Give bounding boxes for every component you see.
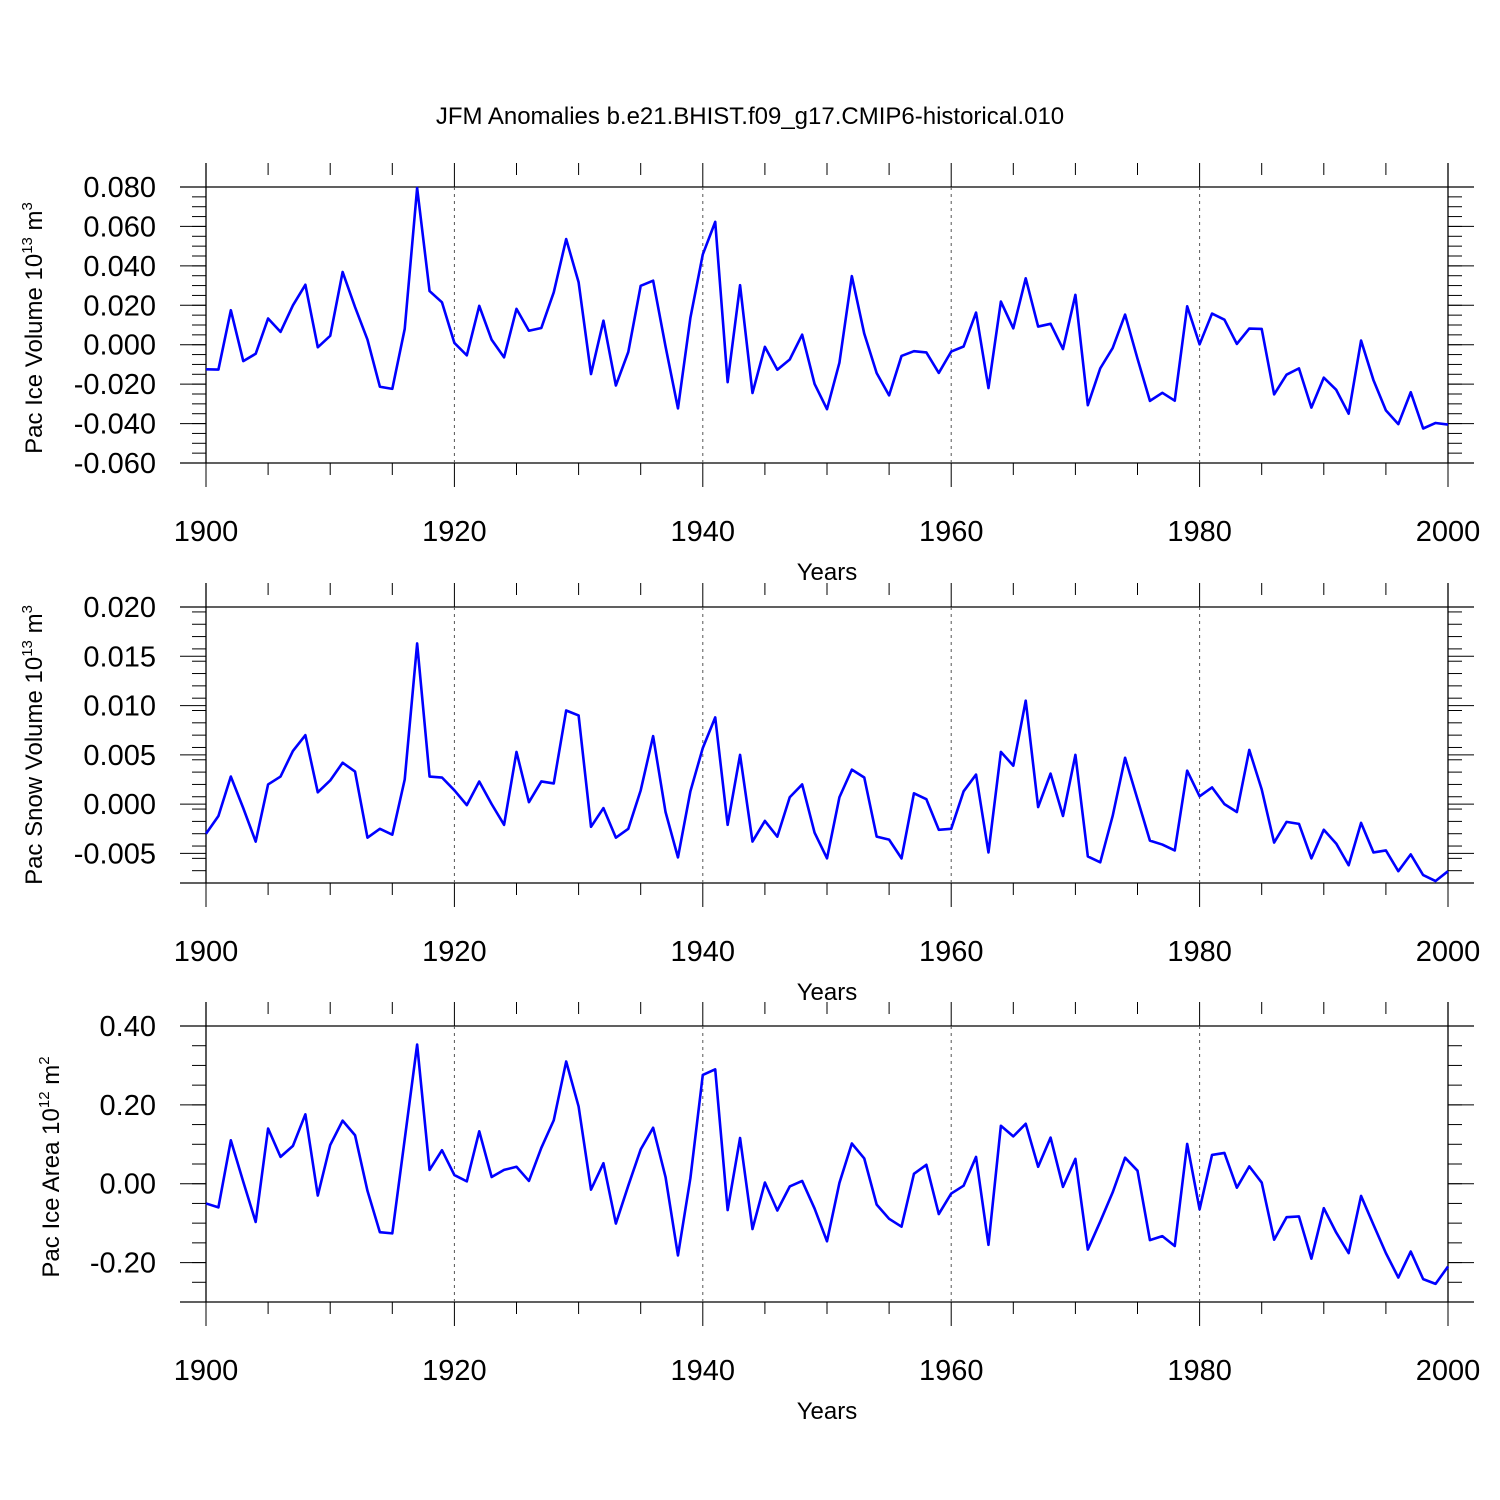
y-axis-title-part: m (21, 613, 48, 640)
y-axis-title-superscript: 13 (19, 640, 36, 657)
y-axis-title: Pac Ice Volume 1013 m3 (19, 202, 48, 454)
y-tick-label: 0.080 (83, 172, 156, 204)
y-tick-label: -0.060 (74, 448, 156, 480)
x-tick-label: 1900 (174, 1355, 239, 1387)
y-tick-label: -0.20 (90, 1248, 156, 1280)
y-axis-title-superscript: 12 (36, 1091, 53, 1108)
y-axis-title-superscript: 2 (36, 1056, 53, 1064)
y-tick-label: -0.020 (74, 369, 156, 401)
y-axis-title-superscript: 3 (19, 202, 36, 210)
y-tick-label: 0.00 (100, 1169, 156, 1201)
x-tick-label: 1920 (422, 936, 487, 968)
y-axis-title-part: Pac Snow Volume 10 (21, 657, 48, 885)
y-tick-label: -0.005 (74, 838, 156, 870)
y-tick-label: 0.060 (83, 211, 156, 243)
y-tick-label: -0.040 (74, 409, 156, 441)
y-tick-label: 0.015 (83, 641, 156, 673)
y-tick-label: 0.20 (100, 1090, 156, 1122)
x-tick-label: 1920 (422, 1355, 487, 1387)
x-tick-label: 1980 (1167, 1355, 1232, 1387)
series-line (204, 642, 1449, 883)
y-tick-label: 0.40 (100, 1011, 156, 1043)
figure-title: JFM Anomalies b.e21.BHIST.f09_g17.CMIP6-… (436, 103, 1064, 130)
x-tick-label: 1900 (174, 516, 239, 548)
chart-panel-1: 0.080 0.060 0.040 0.020 0.000 -0.020 -0.040 -0.… (19, 163, 1480, 586)
y-axis-title-part: Pac Ice Volume 10 (21, 254, 48, 454)
x-tick-label: 2000 (1416, 516, 1481, 548)
x-tick-label: 1980 (1167, 516, 1232, 548)
y-axis-title: Pac Snow Volume 1013 m3 (19, 605, 48, 885)
y-tick-label: 0.040 (83, 251, 156, 283)
x-tick-label: 2000 (1416, 1355, 1481, 1387)
series-line (205, 186, 1449, 430)
y-tick-label: 0.020 (83, 290, 156, 322)
x-tick-label: 1960 (919, 936, 984, 968)
x-axis-title: Years (797, 979, 858, 1006)
x-axis-title: Years (797, 1398, 858, 1425)
y-axis-title-part: m (38, 1065, 65, 1092)
y-tick-label: 0.000 (83, 330, 156, 362)
y-axis-title-part: Pac Ice Area 10 (38, 1108, 65, 1277)
x-tick-label: 1940 (671, 1355, 736, 1387)
chart-panel-2: 0.020 0.015 0.010 0.005 0.000 -0.005 1900 1920 1… (19, 583, 1480, 1006)
y-tick-label: 0.010 (83, 691, 156, 723)
series-line (205, 1043, 1450, 1286)
x-tick-label: 1980 (1167, 936, 1232, 968)
x-tick-label: 1920 (422, 516, 487, 548)
y-axis-title-superscript: 3 (19, 605, 36, 613)
x-tick-label: 1940 (671, 936, 736, 968)
x-tick-label: 1940 (671, 516, 736, 548)
x-axis-title: Years (797, 559, 858, 586)
y-tick-label: 0.005 (83, 740, 156, 772)
x-tick-label: 1900 (174, 936, 239, 968)
y-axis-title: Pac Ice Area 1012 m2 (36, 1056, 65, 1277)
y-tick-label: 0.000 (83, 789, 156, 821)
y-tick-label: 0.020 (83, 592, 156, 624)
chart-panel-3: 0.40 0.20 0.00 -0.20 1900 1920 1940 1960 1980 200… (36, 1002, 1480, 1425)
y-axis-title-part: m (21, 210, 48, 237)
x-tick-label: 2000 (1416, 936, 1481, 968)
x-tick-label: 1960 (919, 516, 984, 548)
y-axis-title-superscript: 13 (19, 237, 36, 254)
panels: 0.080 0.060 0.040 0.020 0.000 -0.020 -0.040 -0.… (19, 163, 1480, 1425)
x-tick-label: 1960 (919, 1355, 984, 1387)
